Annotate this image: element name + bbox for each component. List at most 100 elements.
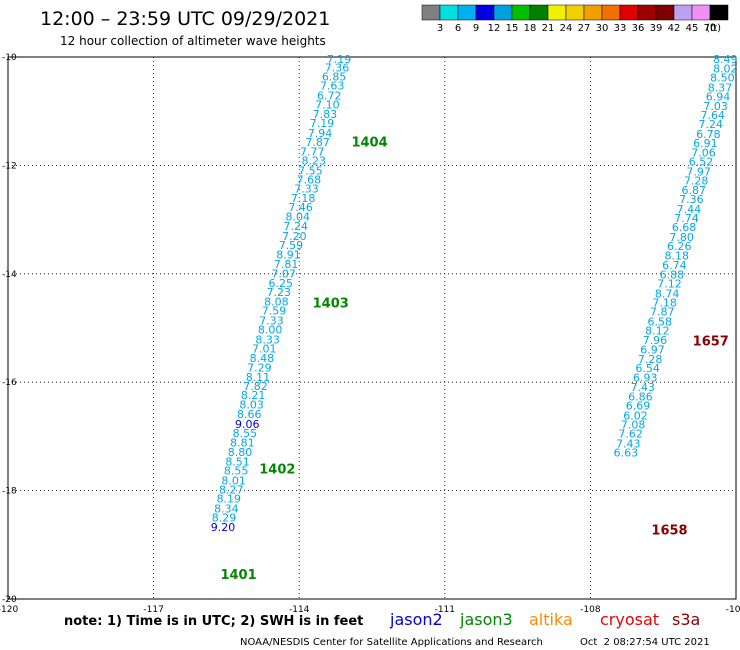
- swh-point-label: 7.03: [703, 100, 728, 113]
- colorbar-swatch: [511, 4, 531, 21]
- swh-point-label: 6.88: [660, 268, 685, 281]
- swh-point-label: 8.01: [221, 474, 246, 487]
- swh-point-label: 8.91: [276, 248, 301, 261]
- swh-point-label: 7.33: [259, 314, 284, 327]
- swh-point-label: 6.87: [682, 184, 707, 197]
- colorbar-tick-label: 45: [686, 23, 699, 34]
- swh-point-label: 7.20: [282, 230, 307, 243]
- satellite-legend-s3a: s3a: [672, 610, 700, 629]
- swh-point-label: 8.55: [233, 427, 258, 440]
- swh-point-label: 7.64: [700, 109, 725, 122]
- colorbar-tick-label: 33: [614, 23, 627, 34]
- swh-point-label: 8.23: [302, 155, 327, 168]
- swh-point-label: 6.72: [317, 89, 342, 102]
- swh-point-label: 6.26: [667, 240, 692, 253]
- x-tick-label: -105: [726, 605, 740, 615]
- x-tick-label: -114: [289, 605, 310, 615]
- swh-point-label: 7.08: [621, 418, 646, 431]
- pass-number-label: 1404: [351, 136, 387, 151]
- swh-point-label: 7.23: [267, 286, 292, 299]
- swh-point-label: 8.02: [713, 62, 738, 75]
- swh-point-label: 8.12: [645, 325, 670, 338]
- swh-point-label: 8.08: [264, 295, 289, 308]
- swh-point-label: 7.29: [247, 362, 272, 375]
- colorbar-swatch: [655, 4, 675, 21]
- swh-point-label: 6.69: [626, 400, 651, 413]
- swh-point-label: 8.29: [212, 512, 237, 525]
- colorbar-tick-label: 3: [437, 23, 443, 34]
- swh-point-label: 6.52: [689, 156, 714, 169]
- pass-number-label: 1401: [220, 568, 256, 583]
- colorbar-swatch: [529, 4, 549, 21]
- swh-point-label: 8.27: [219, 484, 244, 497]
- colorbar-swatch: [493, 4, 513, 21]
- swh-point-label: 7.46: [288, 201, 313, 214]
- swh-point-label: 8.33: [255, 333, 280, 346]
- swh-point-label: 8.55: [224, 465, 249, 478]
- y-tick-label: -16: [2, 378, 17, 388]
- swh-point-label: 8.11: [246, 371, 271, 384]
- colorbar-tick-label: 30: [596, 23, 609, 34]
- swh-point-label: 8.21: [241, 389, 266, 402]
- y-tick-label: -18: [2, 487, 17, 497]
- colorbar-tick-label: 42: [668, 23, 681, 34]
- swh-point-label: 8.66: [237, 408, 262, 421]
- swh-point-label: 7.18: [291, 192, 316, 205]
- swh-point-label: 7.18: [652, 297, 677, 310]
- swh-point-label: 7.55: [298, 164, 323, 177]
- swh-point-label: 6.74: [662, 259, 687, 272]
- swh-point-label: 6.85: [322, 71, 347, 84]
- swh-point-label: 6.54: [635, 362, 660, 375]
- swh-point-label: 8.74: [655, 287, 680, 300]
- colorbar-swatch: [421, 4, 441, 21]
- swh-point-label: 6.63: [614, 447, 639, 460]
- footer-timestamp: Oct 2 08:27:54 UTC 2021: [580, 637, 710, 648]
- swh-point-label: 7.87: [305, 136, 330, 149]
- x-tick-label: -120: [0, 605, 18, 615]
- swh-point-label: 7.19: [310, 117, 335, 130]
- x-tick-label: -108: [580, 605, 601, 615]
- colorbar-swatch: [619, 4, 639, 21]
- swh-point-label: 7.59: [279, 239, 304, 252]
- chart-subtitle: 12 hour collection of altimeter wave hei…: [60, 34, 326, 48]
- swh-point-label: 7.33: [294, 183, 319, 196]
- x-tick-label: -111: [435, 605, 455, 615]
- colorbar-swatch: [583, 4, 603, 21]
- swh-point-label: 7.43: [631, 381, 656, 394]
- swh-point-label: 6.78: [696, 128, 721, 141]
- colorbar-swatch: [637, 4, 657, 21]
- swh-point-label: 7.28: [684, 175, 709, 188]
- swh-point-label: 8.80: [228, 446, 253, 459]
- swh-point-label: 8.34: [214, 502, 239, 515]
- swh-point-label: 7.94: [308, 127, 333, 140]
- swh-point-label: 7.80: [669, 231, 694, 244]
- swh-point-label: 8.19: [217, 493, 242, 506]
- y-tick-label: -14: [2, 270, 17, 280]
- colorbar-swatch: [673, 4, 693, 21]
- colorbar-tick-label: 18: [524, 23, 537, 34]
- colorbar-tick-label: 9: [473, 23, 479, 34]
- swh-point-label: 7.63: [320, 80, 345, 93]
- swh-point-label: 7.36: [679, 193, 704, 206]
- swh-point-label: 6.02: [623, 409, 648, 422]
- swh-data-points: 7.197.366.857.636.727.107.837.197.947.87…: [211, 53, 738, 534]
- swh-point-label: 7.59: [262, 305, 287, 318]
- satellite-legend-cryosat: cryosat: [600, 610, 659, 629]
- swh-point-label: 7.87: [650, 306, 675, 319]
- swh-point-label: 8.48: [250, 352, 275, 365]
- swh-point-label: 9.20: [211, 521, 236, 534]
- satellite-legend-jason3: jason3: [459, 610, 513, 629]
- swh-point-label: 8.50: [710, 72, 735, 85]
- colorbar-swatch: [565, 4, 585, 21]
- y-tick-label: -12: [2, 161, 17, 171]
- colorbar-legend: 3 6 9 12 15 18 21 24 27 30 33 36 39 42 45 70: [421, 4, 729, 34]
- swh-point-label: 6.94: [706, 91, 731, 104]
- swh-point-label: 7.01: [252, 343, 277, 356]
- swh-point-label: 7.74: [674, 212, 699, 225]
- swh-point-label: 7.28: [638, 353, 663, 366]
- footer-note: note: 1) Time is in UTC; 2) SWH is in fe…: [64, 614, 363, 629]
- colorbar-swatch: [691, 4, 711, 21]
- colorbar-swatch: [457, 4, 477, 21]
- colorbar-tick-label: 70: [704, 23, 717, 34]
- swh-point-label: 7.68: [297, 173, 322, 186]
